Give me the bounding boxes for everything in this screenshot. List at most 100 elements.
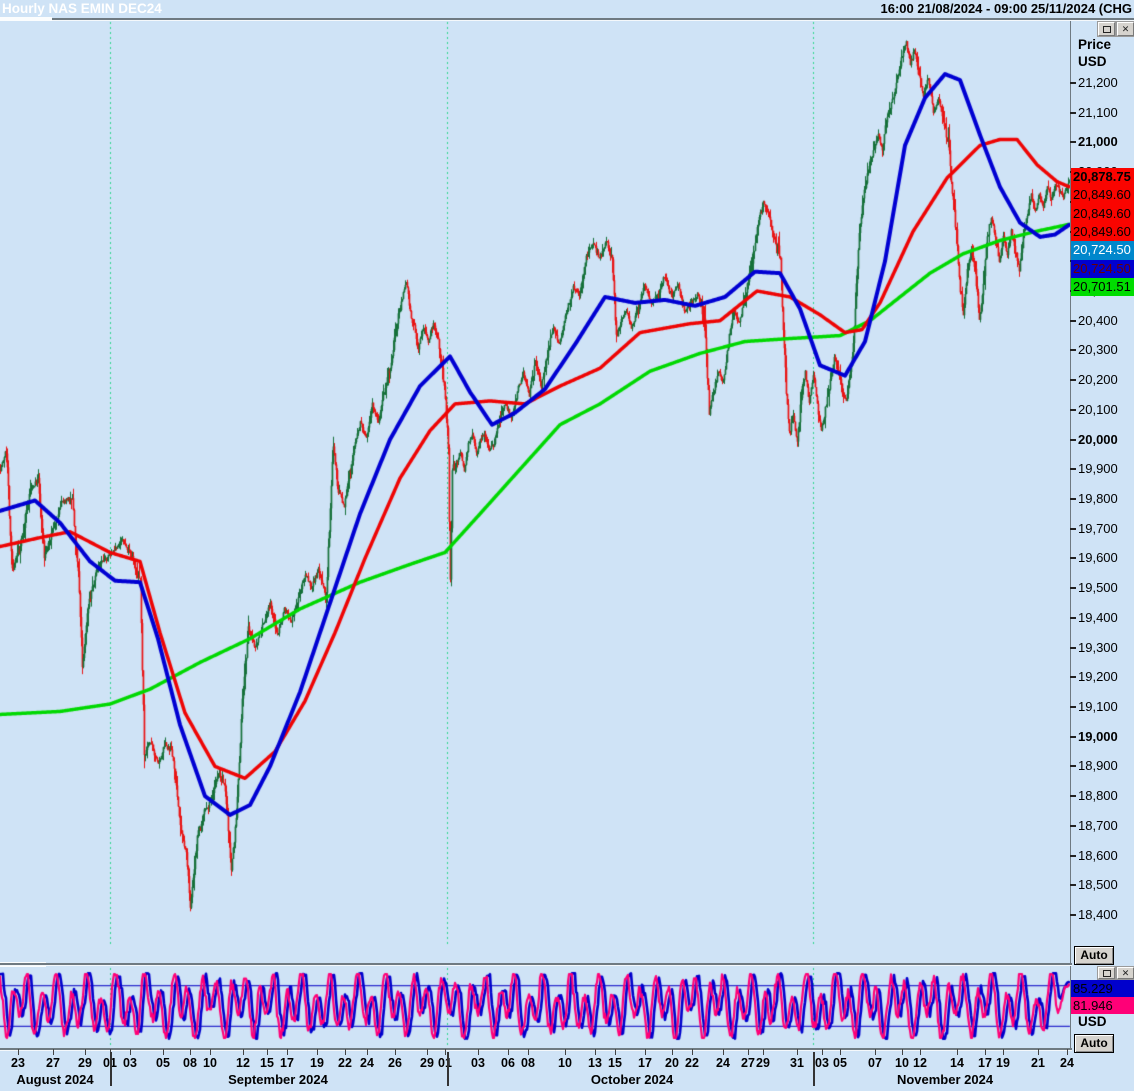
date-tick-mark (1003, 1049, 1004, 1055)
date-tick-mark (723, 1049, 724, 1055)
pane-divider[interactable] (0, 963, 1072, 965)
price-tick-label: 20,100 (1070, 402, 1118, 417)
price-line-label: 20,701.51 (1071, 277, 1134, 297)
date-tick-mark (243, 1049, 244, 1055)
date-label: 01 (438, 1056, 452, 1070)
auto-scale-button[interactable]: Auto (1074, 946, 1114, 965)
date-axis-border-highlight (0, 1050, 1072, 1051)
date-label: 14 (950, 1056, 964, 1070)
price-line-label: 20,724.50 (1071, 241, 1134, 260)
header-divider (52, 18, 1134, 20)
price-axis-border (1070, 20, 1071, 1048)
price-line-label: 20,849.60 (1071, 186, 1134, 205)
price-tick-label: 19,300 (1070, 640, 1118, 655)
restore-button[interactable] (1098, 22, 1115, 36)
oscillator-restore-icon (1102, 969, 1111, 977)
price-tick-mark (1070, 527, 1076, 530)
month-label: August 2024 (16, 1072, 94, 1087)
date-tick-mark (528, 1049, 529, 1055)
oscillator-restore-button[interactable] (1098, 967, 1115, 979)
price-tick-mark (1070, 498, 1076, 500)
date-label: 15 (608, 1056, 622, 1070)
date-tick-mark (1067, 1049, 1068, 1055)
price-tick-mark (1070, 111, 1076, 114)
price-tick-mark (1070, 914, 1076, 916)
date-label: 27 (741, 1056, 755, 1070)
price-tick-mark (1070, 646, 1076, 649)
date-tick-mark (190, 1049, 191, 1055)
date-label: 31 (790, 1056, 804, 1070)
price-tick-label: 19,000 (1070, 729, 1118, 744)
date-label: 26 (388, 1056, 402, 1070)
oscillator-close-icon: ✕ (1121, 967, 1130, 978)
close-button[interactable]: ✕ (1117, 22, 1134, 36)
price-line-label: 20,849.60 (1071, 222, 1134, 242)
month-label: November 2024 (896, 1072, 994, 1087)
price-tick-mark (1070, 706, 1076, 708)
price-tick-mark (1070, 854, 1076, 857)
oscillator-close-button[interactable]: ✕ (1117, 967, 1134, 979)
date-label: 29 (420, 1056, 434, 1070)
date-label: 10 (895, 1056, 909, 1070)
price-line-label: 20,724.50 (1071, 259, 1134, 279)
price-tick-mark (1070, 379, 1076, 382)
date-tick-mark (822, 1049, 823, 1055)
date-label: 17 (280, 1056, 294, 1070)
price-tick-mark (1070, 141, 1076, 144)
price-tick-label: 18,900 (1070, 758, 1118, 773)
date-label: 17 (638, 1056, 652, 1070)
date-label: 13 (588, 1056, 602, 1070)
price-tick-label: 21,100 (1070, 105, 1118, 120)
date-tick-mark (985, 1049, 986, 1055)
date-tick-mark (875, 1049, 876, 1055)
pane-divider-highlight (0, 965, 1072, 966)
restore-icon (1102, 25, 1111, 33)
price-tick-label: 20,400 (1070, 313, 1118, 328)
date-label: 05 (156, 1056, 170, 1070)
date-label: 10 (203, 1056, 217, 1070)
oscillator-blue-value: 85.229 (1071, 980, 1134, 997)
date-tick-mark (267, 1049, 268, 1055)
date-tick-mark (287, 1049, 288, 1055)
date-tick-mark (163, 1049, 164, 1055)
date-tick-mark (395, 1049, 396, 1055)
date-tick-mark (840, 1049, 841, 1055)
date-tick-mark (645, 1049, 646, 1055)
price-line-label: 20,849.60 (1071, 204, 1134, 224)
date-label: 08 (521, 1056, 535, 1070)
chart-header: Hourly NAS EMIN DEC24 16:00 21/08/2024 -… (0, 0, 1134, 18)
month-label: October 2024 (590, 1072, 674, 1087)
auto-scale-button-oscillator[interactable]: Auto (1074, 1034, 1114, 1053)
date-tick-mark (478, 1049, 479, 1055)
price-tick-label: 19,400 (1070, 610, 1118, 625)
date-tick-mark (797, 1049, 798, 1055)
price-axis-title: Price USD (1078, 36, 1111, 70)
oscillator-magenta-value: 81.946 (1071, 997, 1134, 1014)
date-label: 19 (996, 1056, 1010, 1070)
month-separator (447, 1052, 449, 1086)
date-label: 29 (756, 1056, 770, 1070)
price-tick-label: 18,500 (1070, 877, 1118, 892)
price-tick-mark (1070, 319, 1076, 322)
date-label: 23 (11, 1056, 25, 1070)
date-label: 12 (236, 1056, 250, 1070)
date-label: 24 (360, 1056, 374, 1070)
date-label: 05 (833, 1056, 847, 1070)
price-tick-mark (1070, 735, 1076, 738)
price-tick-label: 19,500 (1070, 580, 1118, 595)
price-tick-label: 19,800 (1070, 491, 1118, 506)
price-axis-title-line1: Price (1078, 37, 1112, 52)
date-tick-mark (130, 1049, 131, 1055)
date-tick-mark (920, 1049, 921, 1055)
price-tick-mark (1070, 349, 1076, 352)
date-tick-mark (565, 1049, 566, 1055)
price-tick-label: 19,700 (1070, 521, 1118, 536)
date-tick-mark (85, 1049, 86, 1055)
date-label: 24 (1060, 1056, 1074, 1070)
date-label: 22 (338, 1056, 352, 1070)
date-label: 03 (471, 1056, 485, 1070)
price-tick-label: 20,200 (1070, 372, 1118, 387)
date-tick-mark (902, 1049, 903, 1055)
